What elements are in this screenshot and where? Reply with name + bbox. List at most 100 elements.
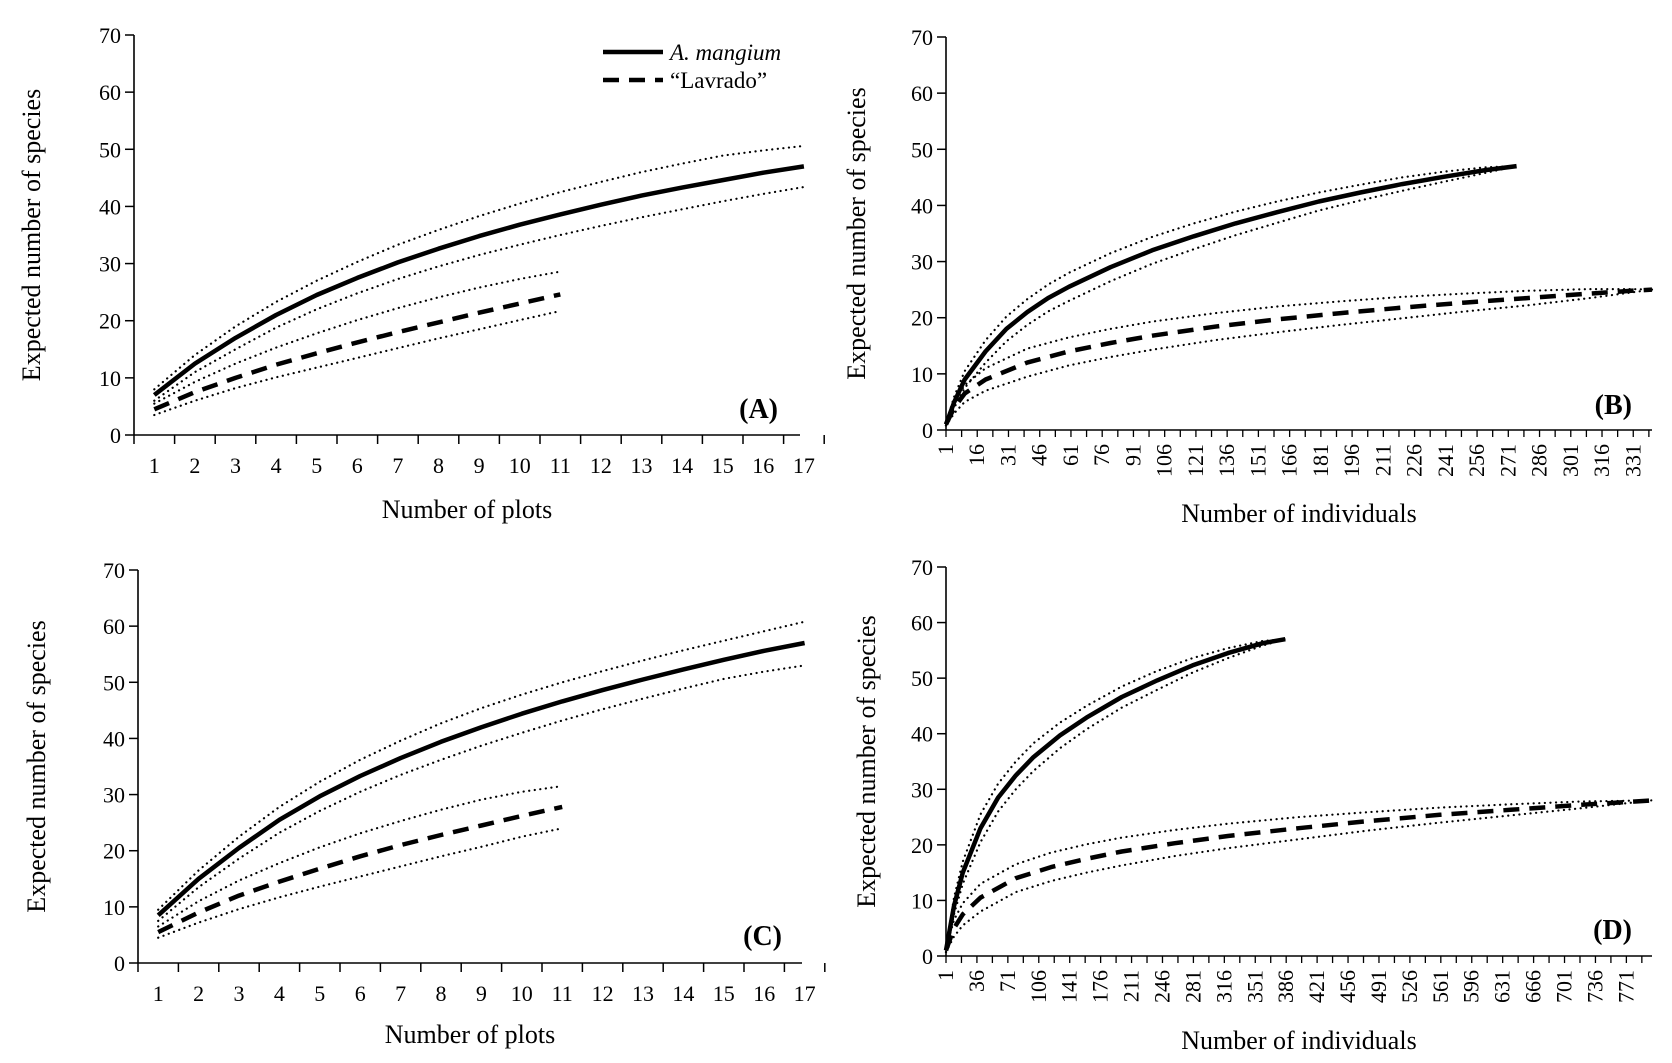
y-tick-label: 20 [911, 306, 933, 331]
y-tick-label: 40 [99, 194, 121, 219]
x-tick-label: 15 [713, 981, 735, 1006]
y-tick-label: 10 [911, 888, 933, 913]
x-tick-label: 211 [1370, 444, 1395, 476]
series-line-a-mangium [943, 636, 1286, 951]
x-tick-label: 15 [712, 453, 734, 478]
x-tick-label: 301 [1558, 444, 1583, 477]
x-tick-label: 3 [234, 981, 245, 1006]
panel-label: (A) [739, 394, 778, 425]
series-line-a-mangium-lower-95-ci [944, 165, 1518, 427]
y-tick-label: 70 [99, 23, 121, 48]
y-tick-label: 40 [911, 722, 933, 747]
x-tick-label: 6 [355, 981, 366, 1006]
series-line-a-mangium-upper-95-ci [944, 638, 1287, 950]
x-tick-label: 2 [189, 453, 200, 478]
series-line-a-mangium [156, 640, 806, 917]
x-tick-label: 14 [672, 981, 694, 1006]
x-tick-label: 8 [436, 981, 447, 1006]
x-tick-label: 211 [1119, 970, 1144, 1002]
x-tick-label: 196 [1339, 444, 1364, 477]
y-tick-label: 20 [103, 839, 125, 864]
y-tick-label: 10 [99, 366, 121, 391]
y-tick-label: 30 [99, 252, 121, 277]
x-tick-label: 10 [511, 981, 533, 1006]
x-tick-label: 1 [933, 444, 958, 455]
x-tick-label: 281 [1180, 970, 1205, 1003]
x-tick-label: 176 [1088, 970, 1113, 1003]
y-axis-title: Expected number of species [17, 89, 46, 381]
x-tick-label: 351 [1242, 970, 1267, 1003]
x-tick-label: 736 [1582, 970, 1607, 1003]
y-tick-label: 70 [911, 555, 933, 580]
x-axis-title: Number of individuals [1181, 499, 1416, 528]
y-tick-label: 40 [103, 726, 125, 751]
y-tick-label: 30 [911, 250, 933, 275]
x-tick-label: 1 [149, 453, 160, 478]
panel-b: 0 10 20 30 40 50 60 70 1 16 31 46 61 76 91 106 121 136 151… [842, 25, 1654, 528]
series-line-a-mangium-lower-95-ci [944, 638, 1287, 954]
x-tick-label: 316 [1589, 444, 1614, 477]
x-tick-label: 181 [1308, 444, 1333, 477]
x-tick-label: 106 [1152, 444, 1177, 477]
series-line-lavrado [153, 292, 561, 412]
x-tick-label: 4 [274, 981, 285, 1006]
x-tick-label: 286 [1527, 444, 1552, 477]
panel-label: (D) [1593, 915, 1632, 946]
series-line-lavrado-upper-95-ci [944, 799, 1654, 950]
y-tick-label: 0 [922, 418, 933, 443]
y-tick-label: 0 [114, 951, 125, 976]
x-tick-label: 246 [1149, 970, 1174, 1003]
y-tick-label: 0 [922, 944, 933, 969]
y-tick-label: 60 [911, 81, 933, 106]
series-line-lavrado-upper-95-ci [157, 784, 564, 928]
x-tick-label: 16 [753, 981, 775, 1006]
x-tick-label: 491 [1366, 970, 1391, 1003]
x-tick-label: 316 [1211, 970, 1236, 1003]
legend-label-a-mangium: A. mangium [668, 40, 781, 65]
x-tick-label: 386 [1273, 970, 1298, 1003]
x-tick-label: 7 [392, 453, 403, 478]
series-line-a-mangium-lower-95-ci [153, 185, 806, 402]
legend: A. mangium “Lavrado” [603, 40, 781, 93]
y-tick-label: 10 [103, 895, 125, 920]
x-tick-label: 4 [271, 453, 282, 478]
series-line-lavrado [157, 804, 563, 935]
y-tick-label: 10 [911, 362, 933, 387]
x-tick-label: 1 [933, 970, 958, 981]
series-line-lavrado [943, 287, 1653, 426]
x-tick-label: 1 [153, 981, 164, 1006]
series-line-lavrado-lower-95-ci [153, 309, 562, 417]
x-tick-label: 12 [592, 981, 614, 1006]
x-tick-label: 456 [1335, 970, 1360, 1003]
x-tick-label: 9 [476, 981, 487, 1006]
x-tick-label: 151 [1245, 444, 1270, 477]
x-tick-label: 106 [1026, 970, 1051, 1003]
x-tick-label: 5 [314, 981, 325, 1006]
x-tick-label: 46 [1027, 444, 1052, 466]
x-tick-label: 17 [793, 453, 815, 478]
series-line-a-mangium [943, 163, 1517, 426]
y-tick-label: 20 [99, 309, 121, 334]
x-tick-label: 7 [395, 981, 406, 1006]
x-tick-label: 666 [1521, 970, 1546, 1003]
y-axis-title: Expected number of species [852, 615, 881, 907]
y-tick-label: 60 [911, 611, 933, 636]
series-line-lavrado-upper-95-ci [944, 288, 1654, 425]
series-line-lavrado-lower-95-ci [157, 827, 564, 939]
panel-label: (B) [1595, 390, 1632, 421]
y-tick-label: 20 [911, 833, 933, 858]
y-axis-title: Expected number of species [22, 620, 51, 912]
series-line-a-mangium [152, 164, 805, 397]
x-tick-label: 771 [1613, 970, 1638, 1003]
series-line-a-mangium-upper-95-ci [153, 144, 806, 391]
x-tick-label: 9 [474, 453, 485, 478]
x-tick-label: 136 [1214, 444, 1239, 477]
x-tick-label: 16 [752, 453, 774, 478]
x-tick-label: 596 [1459, 970, 1484, 1003]
x-tick-label: 71 [995, 970, 1020, 992]
x-tick-label: 256 [1464, 444, 1489, 477]
x-tick-label: 421 [1304, 970, 1329, 1003]
